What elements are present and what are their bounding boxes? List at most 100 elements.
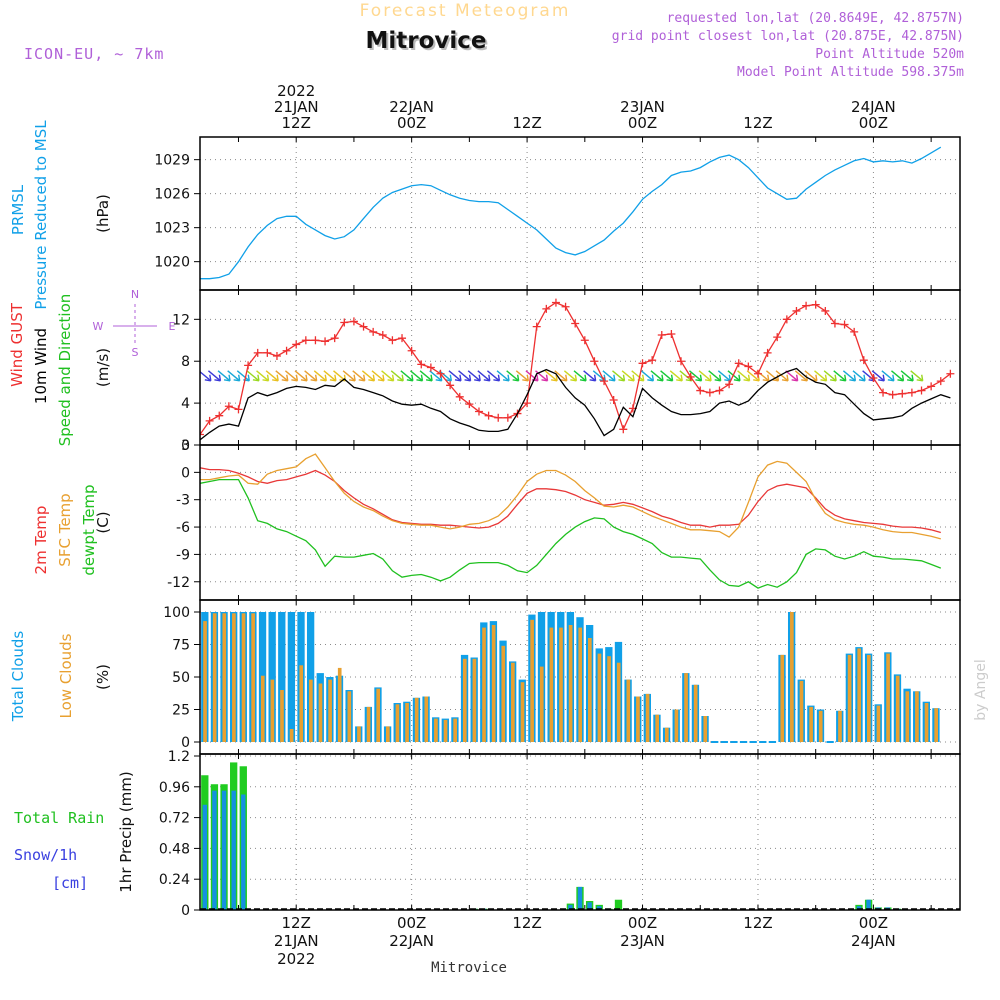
- clouds-bar-low-clouds: [347, 691, 352, 742]
- wind-barb: [284, 370, 299, 382]
- wind-barb-shaft: [900, 370, 914, 382]
- clouds-bar-total-clouds: [306, 612, 315, 742]
- gust-marker: [821, 306, 830, 315]
- clouds-bar-low-clouds: [905, 691, 910, 742]
- top-time-label: 00Z: [859, 114, 888, 132]
- gust-marker: [705, 388, 714, 397]
- wind-barb-head: [483, 374, 491, 382]
- gust-marker: [734, 359, 743, 368]
- clouds-bar-low-clouds: [501, 645, 506, 742]
- precip-data: [200, 762, 960, 910]
- gust-marker: [571, 319, 580, 328]
- wind-barb: [448, 370, 462, 382]
- precip-bar-snow: [577, 886, 583, 910]
- wind-barb-head: [272, 374, 279, 382]
- clouds-bar-low-clouds: [597, 653, 602, 742]
- wind-barb-shaft: [910, 370, 924, 382]
- wind-barb: [910, 370, 924, 382]
- gust-marker: [542, 304, 551, 313]
- gust-marker: [369, 327, 378, 336]
- wind-barb-shaft: [207, 370, 221, 382]
- gust-marker: [763, 348, 772, 357]
- wind-barb-head: [291, 374, 299, 382]
- wind-barb: [833, 370, 847, 382]
- wind-barb: [737, 370, 751, 382]
- wind-barb-shaft: [246, 370, 260, 382]
- top-time-label: 21JAN: [274, 98, 319, 116]
- wind-barb-shaft: [891, 370, 904, 382]
- wind-frame: [199, 289, 961, 446]
- precip-ytick-label: 0.24: [159, 872, 190, 888]
- bottom-time-label: 22JAN: [389, 932, 434, 950]
- clouds-bar-low-clouds: [260, 675, 265, 742]
- clouds-bar-low-clouds: [588, 638, 592, 742]
- wind-barb-shaft: [429, 370, 443, 382]
- gust-marker: [667, 329, 676, 338]
- gust-marker: [725, 380, 734, 389]
- bottom-time-label: 24JAN: [851, 932, 896, 950]
- wind-barb-shaft: [200, 370, 212, 382]
- clouds-bar-low-clouds: [886, 653, 890, 742]
- wind-barb-shaft: [458, 370, 472, 382]
- wind-barb: [583, 370, 597, 382]
- wind-compass: N S W E: [93, 288, 176, 359]
- wind-barb-shaft: [284, 370, 298, 382]
- clouds-bar-low-clouds: [636, 696, 640, 742]
- credit-watermark: by Angel: [973, 659, 989, 720]
- gust-marker: [253, 348, 262, 357]
- wind-barb: [217, 370, 231, 382]
- bottom-time-label: 00Z: [397, 914, 426, 932]
- gridpoint-coords: grid point closest lon,lat (20.875E, 42.…: [612, 29, 964, 44]
- clouds-bar-low-clouds: [491, 625, 496, 742]
- clouds-bar-low-clouds: [780, 654, 785, 742]
- wind-barb-shaft: [217, 370, 231, 382]
- wind-barb-head: [772, 374, 780, 382]
- wind-side-label: 10m Wind: [32, 328, 50, 404]
- wind-barb-head: [897, 374, 905, 382]
- panels-group: 1020 1023 1026 1029 (hPa) PRMSL Pressure Reduc…: [8, 120, 961, 919]
- gust-marker: [234, 405, 243, 414]
- wind-barb-head: [204, 374, 212, 382]
- compass-w-label: W: [93, 320, 104, 333]
- wind-barb: [323, 370, 337, 382]
- precip-ytick-label: 0: [181, 903, 190, 919]
- gust-marker: [782, 315, 791, 324]
- wind-barb-head: [310, 374, 318, 382]
- wind-barb-head: [281, 374, 289, 382]
- wind-ytick-label: 0: [181, 438, 190, 454]
- wind-barb: [304, 370, 318, 382]
- clouds-bar-low-clouds: [376, 688, 381, 742]
- wind-barb: [688, 370, 703, 382]
- temperature-side-label: SFC Temp: [56, 493, 74, 566]
- gust-marker: [551, 298, 560, 307]
- wind-barb-shaft: [631, 370, 645, 382]
- wind-barb-head: [493, 374, 501, 382]
- wind-barb-head: [762, 374, 770, 382]
- wind-barb-head: [878, 374, 885, 382]
- compass-n-label: N: [131, 288, 139, 301]
- gust-marker: [830, 319, 839, 328]
- wind-barb-head: [849, 374, 857, 382]
- wind-barb: [602, 370, 616, 382]
- wind-barb: [891, 370, 905, 382]
- wind-barb-head: [223, 374, 231, 382]
- gust-marker: [474, 407, 483, 416]
- clouds-bar-low-clouds: [424, 696, 429, 742]
- clouds-bar-low-clouds: [664, 727, 669, 742]
- gust-marker: [378, 331, 387, 340]
- gust-marker: [417, 360, 426, 369]
- clouds-bar-low-clouds: [395, 704, 400, 742]
- gust-marker: [532, 322, 541, 331]
- wind-barb-head: [830, 374, 837, 382]
- temperature-ytick-label: -9: [176, 547, 190, 563]
- wind-barb-shaft: [294, 370, 308, 382]
- wind-barb-shaft: [669, 370, 683, 382]
- wind-barb-head: [300, 374, 308, 382]
- wind-barb-shaft: [390, 370, 404, 382]
- clouds-bar-low-clouds: [241, 613, 246, 742]
- wind-barb-head: [262, 374, 270, 382]
- precip-bar-snow: [866, 899, 871, 910]
- clouds-bar-low-clouds: [645, 693, 650, 742]
- wind-barb-head: [733, 374, 741, 382]
- wind-ytick-label: 8: [181, 354, 190, 370]
